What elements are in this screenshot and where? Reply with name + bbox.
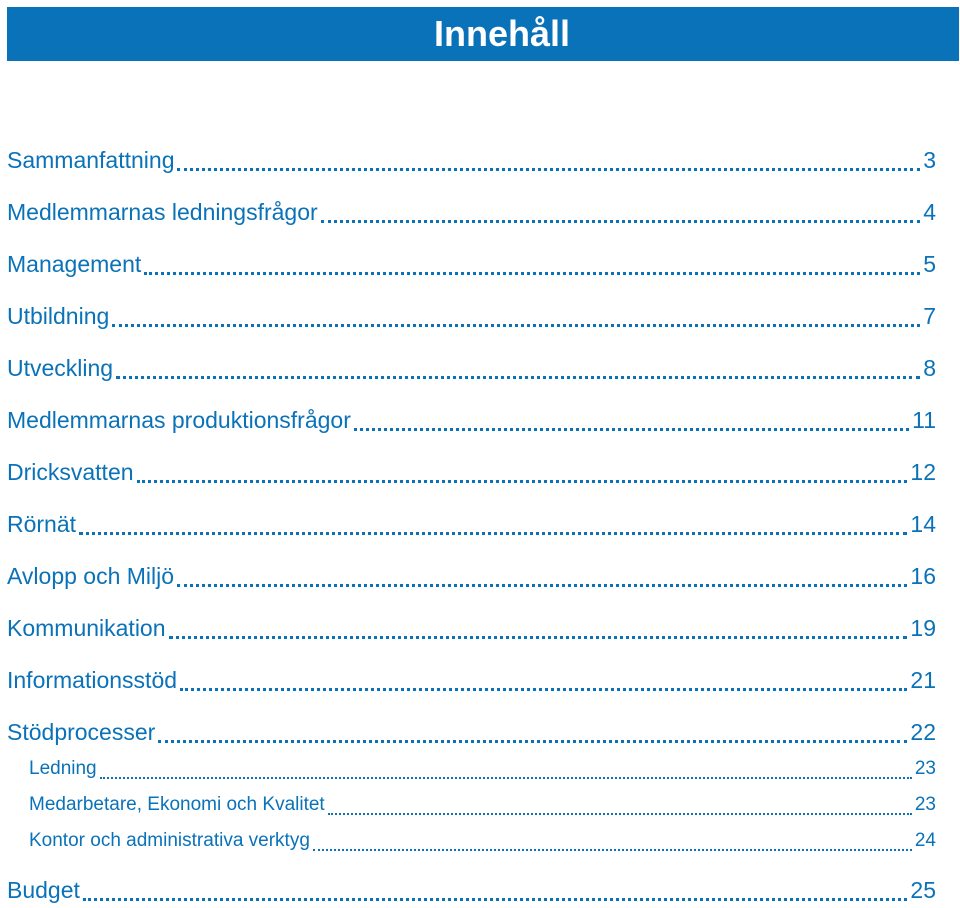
toc-page-number: 7 (923, 303, 936, 329)
toc-entry-label: Medlemmarnas ledningsfrågor (7, 199, 318, 225)
toc-entry-label: Stödprocesser (7, 719, 156, 745)
toc-page-number: 21 (910, 667, 936, 693)
toc-entry-informationsstod[interactable]: Informationsstöd 21 (7, 667, 936, 697)
toc-page-number: 4 (923, 199, 936, 225)
toc-entry-stodprocesser[interactable]: Stödprocesser 22 (7, 719, 936, 749)
toc-entry-label: Kommunikation (7, 615, 166, 641)
toc-dot-leader (82, 898, 908, 901)
toc-entry-avlopp-och-miljo[interactable]: Avlopp och Miljö 16 (7, 563, 936, 593)
toc-dot-leader (327, 813, 912, 815)
toc-page-number: 25 (910, 877, 936, 903)
toc-entry-management[interactable]: Management 5 (7, 251, 936, 281)
toc-entry-label: Medlemmarnas produktionsfrågor (7, 407, 351, 433)
toc-entry-label: Sammanfattning (7, 147, 175, 173)
toc-dot-leader (158, 740, 908, 743)
header-band: Innehåll (7, 7, 959, 61)
toc-entry-label: Budget (7, 877, 80, 903)
toc-entry-ledning[interactable]: Ledning 23 (29, 758, 936, 784)
toc-entry-label: Medarbetare, Ekonomi och Kvalitet (29, 794, 325, 815)
toc-page-number: 5 (923, 251, 936, 277)
toc-dot-leader (177, 168, 921, 171)
toc-page-number: 8 (923, 355, 936, 381)
toc-page-number: 23 (914, 794, 936, 815)
toc-page-number: 22 (910, 719, 936, 745)
toc-dot-leader (312, 849, 912, 851)
toc-dot-leader (168, 636, 908, 639)
toc-page-number: 19 (910, 615, 936, 641)
toc-entry-utbildning[interactable]: Utbildning 7 (7, 303, 936, 333)
toc-entry-utveckling[interactable]: Utveckling 8 (7, 355, 936, 385)
toc-page-number: 23 (914, 758, 936, 779)
toc-entry-label: Kontor och administrativa verktyg (29, 830, 310, 851)
toc-entry-label: Dricksvatten (7, 459, 134, 485)
toc-dot-leader (320, 220, 921, 223)
toc-page-number: 12 (910, 459, 936, 485)
toc-dot-leader (112, 324, 921, 327)
toc-page-number: 14 (910, 511, 936, 537)
toc-dot-leader (180, 688, 908, 691)
toc-page-number: 3 (923, 147, 936, 173)
toc-entry-label: Utveckling (7, 355, 114, 381)
toc-entry-label: Management (7, 251, 142, 277)
toc-entry-medlemmarnas-produktionsfragor[interactable]: Medlemmarnas produktionsfrågor 11 (7, 407, 936, 437)
toc-dot-leader (144, 272, 921, 275)
toc-entry-budget[interactable]: Budget 25 (7, 877, 936, 907)
toc-entry-rornat[interactable]: Rörnät 14 (7, 511, 936, 541)
toc-dot-leader (79, 532, 908, 535)
toc-entry-label: Ledning (29, 758, 97, 779)
toc-entry-medarbetare-ekonomi-och-kvalitet[interactable]: Medarbetare, Ekonomi och Kvalitet 23 (29, 794, 936, 820)
toc-entry-kontor-och-administrativa-verktyg[interactable]: Kontor och administrativa verktyg 24 (29, 830, 936, 856)
page-title: Innehåll (434, 13, 571, 54)
toc-dot-leader (177, 584, 908, 587)
toc-entry-dricksvatten[interactable]: Dricksvatten 12 (7, 459, 936, 489)
toc-page-number: 24 (914, 830, 936, 851)
toc-dot-leader (136, 480, 908, 483)
toc-page-number: 16 (910, 563, 936, 589)
toc-entry-medlemmarnas-ledningsfragor[interactable]: Medlemmarnas ledningsfrågor 4 (7, 199, 936, 229)
toc-entry-label: Informationsstöd (7, 667, 178, 693)
toc-entry-kommunikation[interactable]: Kommunikation 19 (7, 615, 936, 645)
toc-dot-leader (116, 376, 921, 379)
toc-entry-label: Utbildning (7, 303, 110, 329)
toc-entry-sammanfattning[interactable]: Sammanfattning 3 (7, 147, 936, 177)
toc-dot-leader (353, 428, 910, 431)
toc-entry-label: Avlopp och Miljö (7, 563, 175, 589)
toc-page-number: 11 (912, 407, 936, 433)
toc-entry-label: Rörnät (7, 511, 77, 537)
toc-dot-leader (99, 777, 912, 779)
